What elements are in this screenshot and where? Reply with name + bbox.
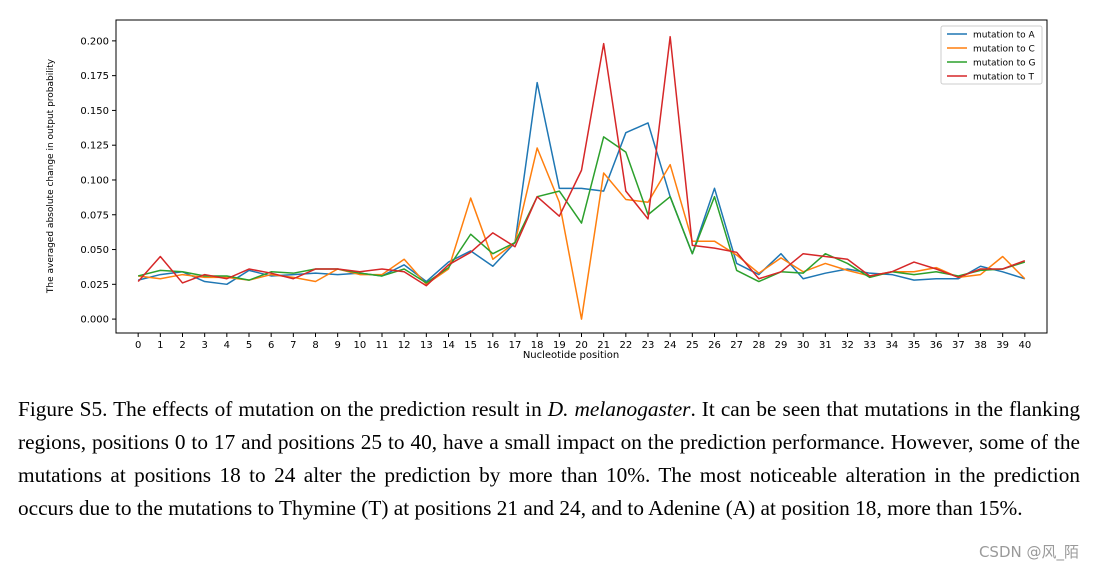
y-tick-label: 0.200 xyxy=(80,36,109,47)
x-tick-label: 32 xyxy=(841,340,854,351)
x-tick-label: 15 xyxy=(464,340,477,351)
y-tick-label: 0.075 xyxy=(80,210,109,221)
series-line-mutation-to-t xyxy=(137,35,1026,287)
y-tick-label: 0.050 xyxy=(80,245,109,256)
legend-entry-label: mutation to G xyxy=(973,59,1036,69)
x-tick-label: 39 xyxy=(996,340,1009,351)
legend-entry-label: mutation to T xyxy=(973,73,1035,83)
x-tick-label: 17 xyxy=(509,340,522,351)
x-tick-label: 8 xyxy=(312,340,318,351)
x-tick-label: 2 xyxy=(179,340,185,351)
x-tick-label: 37 xyxy=(952,340,965,351)
x-tick-label: 13 xyxy=(420,340,433,351)
x-tick-label: 1 xyxy=(157,340,163,351)
x-tick-label: 4 xyxy=(224,340,230,351)
y-tick-label: 0.150 xyxy=(80,106,109,117)
x-tick-label: 29 xyxy=(775,340,788,351)
csdn-watermark: CSDN @风_陌 xyxy=(978,543,1079,561)
x-tick-label: 10 xyxy=(353,340,366,351)
x-tick-label: 38 xyxy=(974,340,987,351)
x-tick-label: 7 xyxy=(290,340,296,351)
x-tick-label: 33 xyxy=(863,340,876,351)
x-tick-label: 34 xyxy=(885,340,898,351)
x-tick-label: 35 xyxy=(908,340,921,351)
chart-legend: mutation to A mutation to C mutation to G m… xyxy=(940,25,1043,85)
x-tick-label: 5 xyxy=(246,340,252,351)
x-tick-label: 21 xyxy=(597,340,610,351)
x-tick-label: 24 xyxy=(664,340,677,351)
series-line-mutation-to-a xyxy=(137,81,1026,286)
caption-label: Figure S5. xyxy=(18,397,108,421)
caption-text-part2: . It can be seen that mutations in the f… xyxy=(18,397,1080,520)
x-tick-label: 25 xyxy=(686,340,699,351)
x-tick-label: 14 xyxy=(442,340,455,351)
y-tick-label: 0.000 xyxy=(80,315,109,326)
x-tick-label: 31 xyxy=(819,340,832,351)
x-tick-label: 19 xyxy=(553,340,566,351)
legend-frame xyxy=(940,25,1043,85)
x-tick-label: 3 xyxy=(201,340,207,351)
x-tick-label: 27 xyxy=(730,340,743,351)
x-tick-label: 40 xyxy=(1018,340,1031,351)
y-tick-label: 0.025 xyxy=(80,280,109,291)
x-tick-label: 9 xyxy=(334,340,340,351)
x-tick-label: 28 xyxy=(752,340,765,351)
x-tick-label: 16 xyxy=(486,340,499,351)
x-tick-label: 18 xyxy=(531,340,544,351)
caption-species: D. melanogaster xyxy=(547,397,691,421)
x-tick-label: 26 xyxy=(708,340,721,351)
y-tick-label: 0.175 xyxy=(80,71,109,82)
x-tick-label: 11 xyxy=(376,340,389,351)
y-tick-label: 0.100 xyxy=(80,175,109,186)
x-tick-label: 22 xyxy=(619,340,632,351)
x-tick-label: 20 xyxy=(575,340,588,351)
y-tick-label: 0.125 xyxy=(80,141,109,152)
plot-area-frame xyxy=(115,19,1048,334)
caption-text-part1: The effects of mutation on the predictio… xyxy=(107,397,548,421)
legend-entry-label: mutation to C xyxy=(973,45,1035,55)
x-tick-label: 0 xyxy=(135,340,141,351)
mutation-effect-line-chart: 0.000 0.025 0.050 0.075 0.100 0.125 0.150 0.175… xyxy=(46,19,1048,361)
series-line-mutation-to-g xyxy=(137,136,1026,284)
x-tick-label: 12 xyxy=(398,340,411,351)
x-tick-label: 30 xyxy=(797,340,810,351)
y-axis-label: The averaged absolute change in output p… xyxy=(46,58,56,294)
x-axis-label: Nucleotide position xyxy=(523,350,619,361)
legend-entry-label: mutation to A xyxy=(973,31,1036,41)
x-tick-label: 36 xyxy=(930,340,943,351)
x-tick-label: 6 xyxy=(268,340,274,351)
figure-caption: Figure S5. The effects of mutation on th… xyxy=(18,393,1080,525)
x-tick-label: 23 xyxy=(642,340,655,351)
series-line-mutation-to-c xyxy=(138,147,1026,320)
